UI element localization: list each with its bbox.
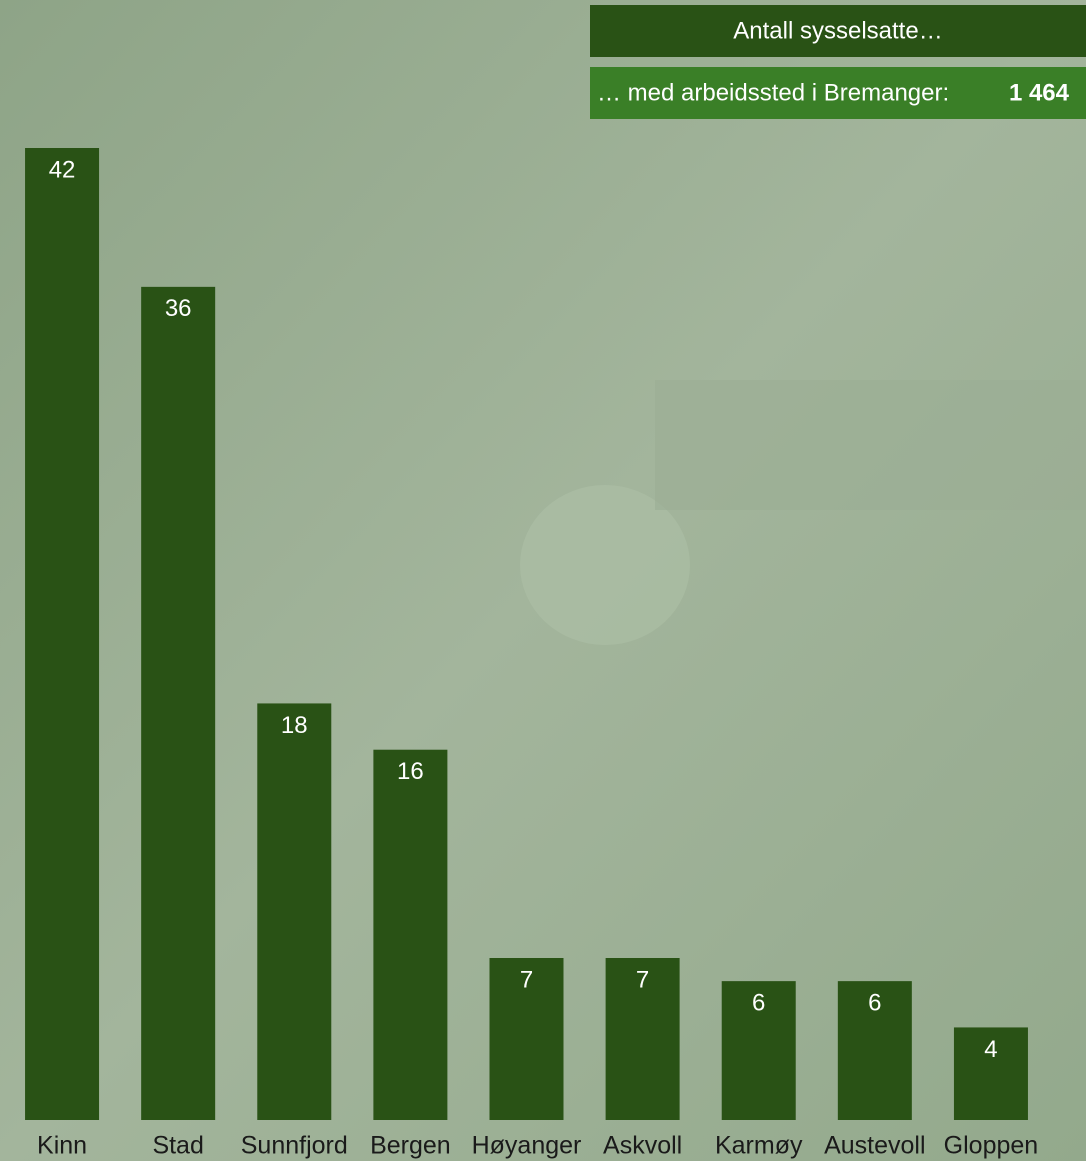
x-tick-label: Kinn bbox=[37, 1132, 87, 1160]
bar bbox=[373, 750, 447, 1120]
value-label: 36 bbox=[165, 295, 192, 322]
value-label: 7 bbox=[520, 966, 533, 993]
chart-title: Antall sysselsatte… bbox=[733, 17, 942, 44]
bar bbox=[257, 703, 331, 1120]
value-label: 7 bbox=[636, 966, 649, 993]
bar bbox=[25, 148, 99, 1120]
x-tick-label: Askvoll bbox=[603, 1132, 682, 1160]
chart-subtitle: … med arbeidssted i Bremanger: bbox=[597, 79, 949, 106]
chart: Antall sysselsatte… … med arbeidssted i … bbox=[0, 0, 1086, 1161]
value-label: 6 bbox=[868, 989, 881, 1016]
value-label: 42 bbox=[49, 156, 76, 183]
value-label: 6 bbox=[752, 989, 765, 1016]
value-label: 18 bbox=[281, 712, 308, 739]
value-label: 4 bbox=[984, 1036, 997, 1063]
x-tick-label: Karmøy bbox=[715, 1132, 803, 1160]
total-label: 1 464 bbox=[1009, 79, 1070, 106]
background-shape bbox=[655, 380, 1086, 510]
x-tick-label: Stad bbox=[152, 1132, 203, 1160]
x-tick-label: Sunnfjord bbox=[241, 1132, 348, 1160]
page: Antall sysselsatte… … med arbeidssted i … bbox=[0, 0, 1086, 1161]
x-tick-label: Høyanger bbox=[472, 1132, 582, 1160]
x-tick-label: Bergen bbox=[370, 1132, 451, 1160]
x-tick-label: Austevoll bbox=[824, 1132, 925, 1160]
value-label: 16 bbox=[397, 758, 424, 785]
x-tick-label: Gloppen bbox=[944, 1132, 1039, 1160]
bar bbox=[141, 287, 215, 1120]
